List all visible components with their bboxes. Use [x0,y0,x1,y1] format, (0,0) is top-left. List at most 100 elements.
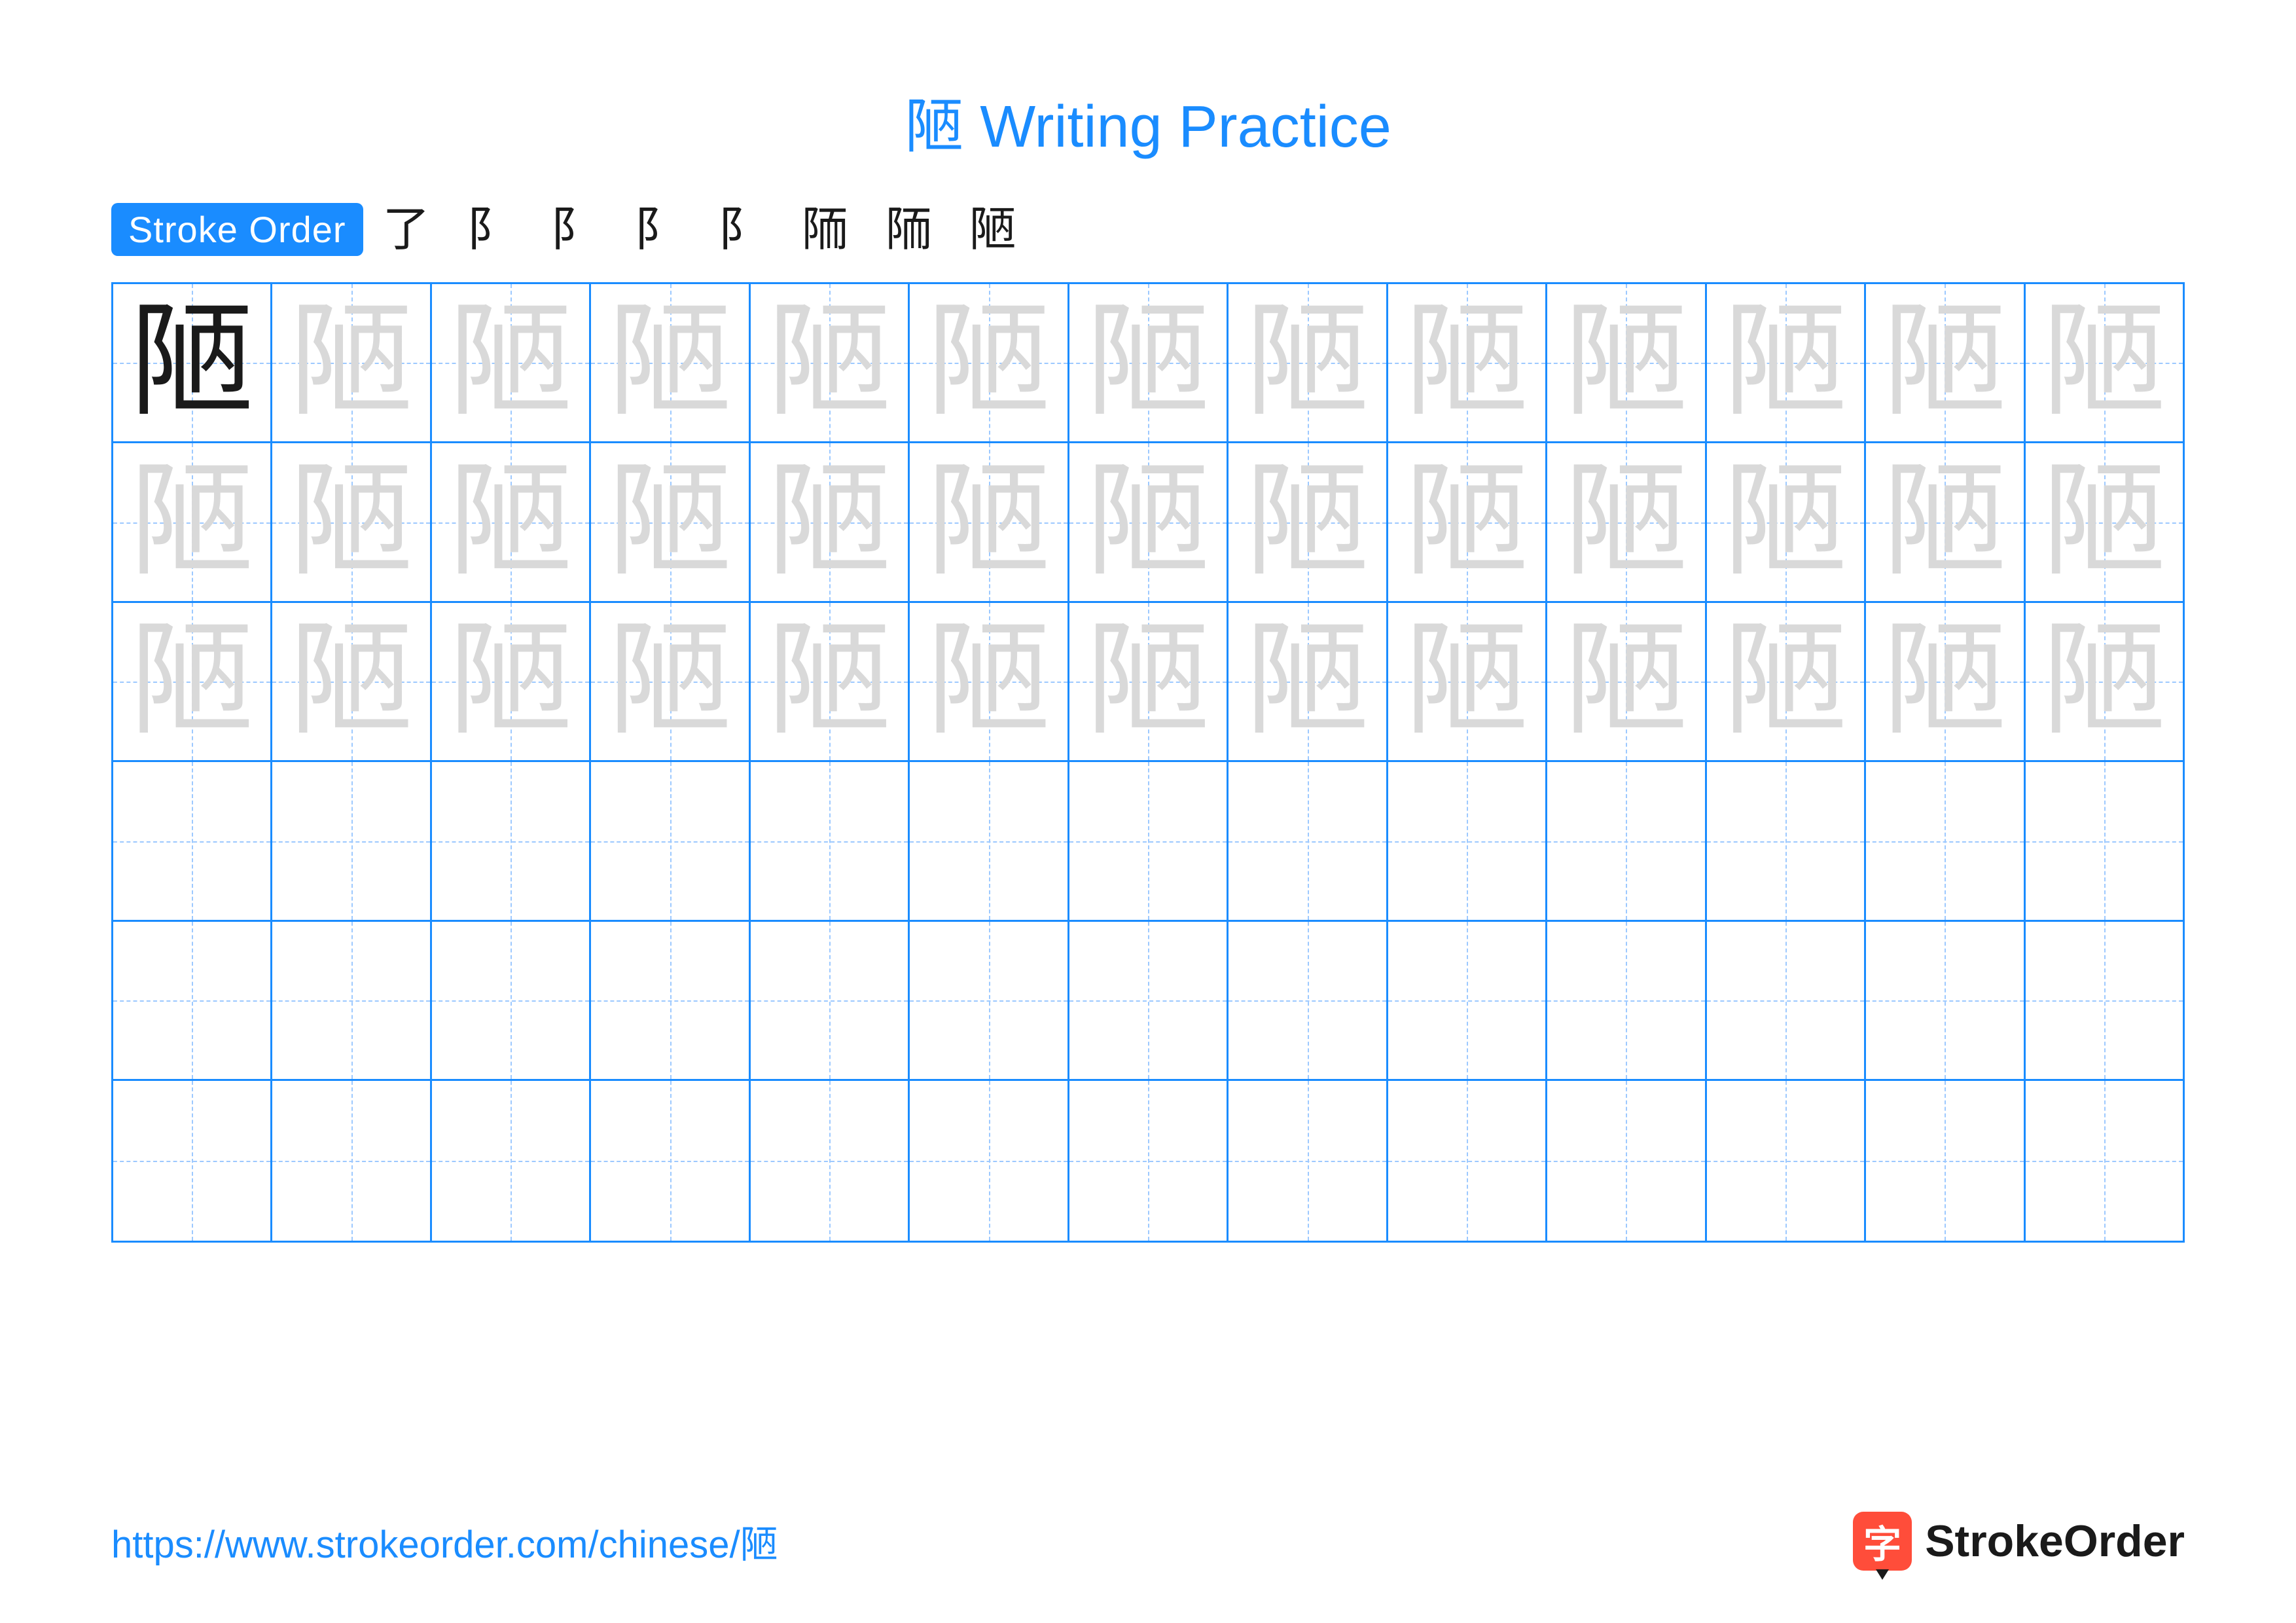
trace-character: 陋 [448,301,573,425]
trace-character: 陋 [2042,301,2166,425]
grid-cell: 陋 [272,284,431,443]
trace-character: 陋 [130,460,254,585]
grid-cell: 陋 [113,603,272,762]
grid-cell: 陋 [1547,284,1706,443]
trace-character: 陋 [448,460,573,585]
grid-cell [1069,1081,1229,1240]
grid-cell: 陋 [910,284,1069,443]
trace-character: 陋 [130,619,254,744]
grid-cell: 陋 [2026,603,2183,762]
grid-row [113,762,2183,921]
grid-cell [1547,922,1706,1081]
grid-cell: 陋 [2026,284,2183,443]
trace-character: 陋 [767,619,891,744]
grid-cell [1866,1081,2025,1240]
grid-cell [1547,1081,1706,1240]
grid-cell: 陋 [1069,443,1229,602]
grid-cell: 陋 [1707,443,1866,602]
trace-character: 陋 [1086,619,1210,744]
stroke-step-6: 陑 [802,206,849,253]
trace-character: 陋 [1882,301,2007,425]
grid-cell [910,762,1069,921]
grid-cell [432,922,591,1081]
trace-character: 陋 [927,619,1051,744]
trace-character: 陋 [1405,460,1529,585]
trace-character: 陋 [1405,619,1529,744]
grid-cell: 陋 [272,443,431,602]
brand-icon: 字 [1853,1512,1912,1571]
grid-cell: 陋 [1229,443,1388,602]
grid-cell [751,762,910,921]
grid-cell [2026,922,2183,1081]
grid-cell: 陋 [2026,443,2183,602]
grid-cell [113,762,272,921]
grid-cell: 陋 [910,443,1069,602]
grid-cell [2026,1081,2183,1240]
trace-character: 陋 [2042,619,2166,744]
grid-cell: 陋 [751,284,910,443]
grid-cell [1069,762,1229,921]
trace-character: 陋 [1246,301,1370,425]
grid-cell [910,1081,1069,1240]
grid-cell: 陋 [1866,443,2025,602]
grid-cell [591,762,750,921]
brand-text: StrokeOrder [1925,1516,2185,1567]
stroke-step-8: 陋 [969,206,1016,253]
stroke-order-row: Stroke Order 了阝阝阝阝陑陑陋 [111,203,2185,256]
grid-cell: 陋 [1229,603,1388,762]
grid-cell: 陋 [1547,603,1706,762]
grid-cell [1388,922,1547,1081]
grid-cell [1388,1081,1547,1240]
stroke-step-1: 了 [383,206,430,253]
grid-cell: 陋 [1707,284,1866,443]
trace-character: 陋 [2042,460,2166,585]
trace-character: 陋 [1246,619,1370,744]
grid-cell: 陋 [1229,284,1388,443]
grid-cell [751,1081,910,1240]
stroke-order-badge: Stroke Order [111,203,363,256]
grid-cell: 陋 [1866,284,2025,443]
trace-character: 陋 [927,460,1051,585]
footer: https://www.strokeorder.com/chinese/陋 字 … [111,1459,2185,1571]
stroke-step-2: 阝 [467,206,514,253]
grid-cell: 陋 [591,443,750,602]
stroke-order-steps: 了阝阝阝阝陑陑陋 [383,206,1016,253]
trace-character: 陋 [1564,619,1688,744]
grid-cell [1866,922,2025,1081]
trace-character: 陋 [608,619,732,744]
trace-character: 陋 [767,460,891,585]
grid-cell [113,1081,272,1240]
stroke-step-4: 阝 [634,206,681,253]
trace-character: 陋 [1246,460,1370,585]
grid-cell [432,1081,591,1240]
grid-cell [910,922,1069,1081]
grid-cell [432,762,591,921]
grid-row [113,922,2183,1081]
grid-cell: 陋 [751,603,910,762]
grid-cell [1069,922,1229,1081]
trace-character: 陋 [1723,460,1848,585]
source-url: https://www.strokeorder.com/chinese/陋 [111,1514,778,1569]
grid-row: 陋陋陋陋陋陋陋陋陋陋陋陋陋 [113,443,2183,602]
grid-cell: 陋 [910,603,1069,762]
trace-character: 陋 [1723,301,1848,425]
grid-cell [1229,1081,1388,1240]
grid-cell [1229,762,1388,921]
trace-character: 陋 [448,619,573,744]
page-title: 陋 Writing Practice [111,79,2185,164]
grid-cell [272,1081,431,1240]
grid-cell: 陋 [1388,284,1547,443]
grid-cell: 陋 [113,443,272,602]
grid-cell: 陋 [1069,284,1229,443]
trace-character: 陋 [1405,301,1529,425]
grid-cell [1866,762,2025,921]
grid-cell: 陋 [432,603,591,762]
grid-cell: 陋 [1388,443,1547,602]
grid-cell [1707,922,1866,1081]
grid-cell [1547,762,1706,921]
trace-character: 陋 [608,301,732,425]
trace-character: 陋 [289,301,414,425]
trace-character: 陋 [289,619,414,744]
grid-cell: 陋 [1866,603,2025,762]
grid-cell [591,1081,750,1240]
